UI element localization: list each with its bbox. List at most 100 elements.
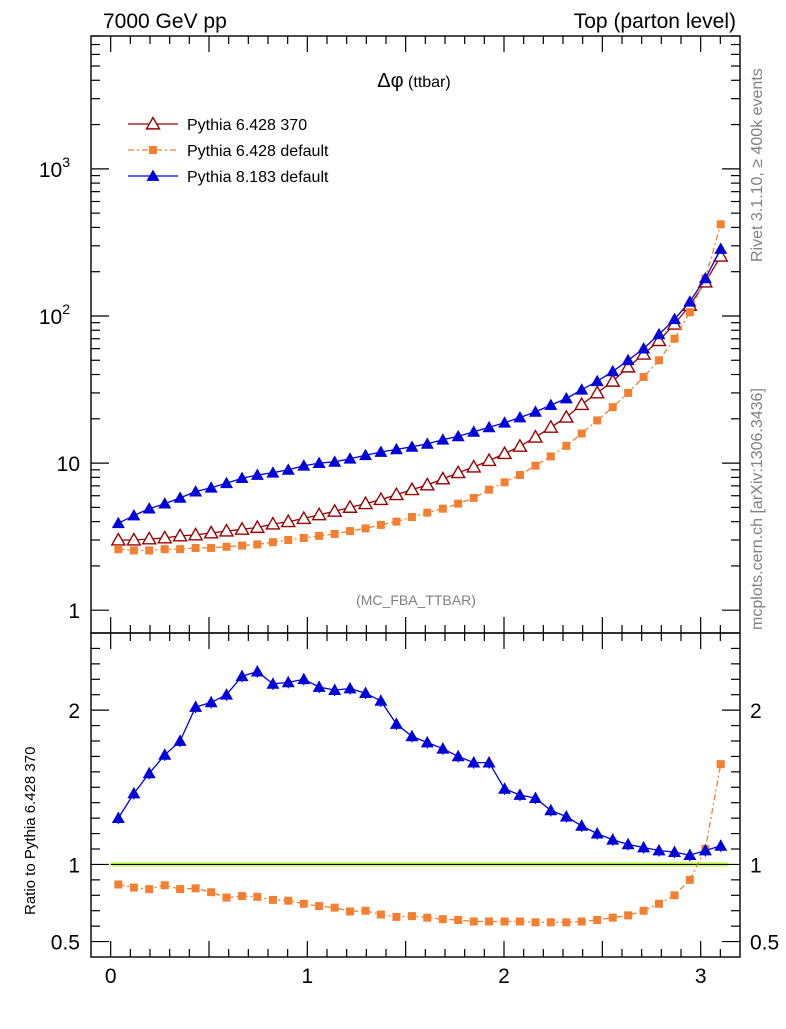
data-point <box>296 510 312 525</box>
series-1 <box>114 220 725 555</box>
data-point <box>438 504 447 513</box>
data-point <box>573 396 590 411</box>
ratio-series-group <box>111 665 728 927</box>
data-point <box>222 542 231 551</box>
header-right: Top (parton level) <box>574 10 736 33</box>
y-tick-exponent: 2 <box>62 301 70 317</box>
data-point <box>268 895 277 904</box>
data-point <box>160 881 169 890</box>
data-point <box>481 452 497 467</box>
data-point <box>637 342 651 354</box>
data-point <box>546 918 555 927</box>
data-point <box>207 888 216 897</box>
analysis-label: (MC_FBA_TTBAR) <box>356 592 476 608</box>
data-point <box>559 391 573 404</box>
data-point <box>157 530 173 544</box>
data-point <box>110 532 127 546</box>
data-point <box>575 383 589 395</box>
header-left: 7000 GeV pp <box>103 10 227 33</box>
data-point <box>145 546 154 555</box>
x-tick-label: 3 <box>695 965 707 988</box>
data-point <box>253 540 262 549</box>
data-point <box>357 495 374 510</box>
mcplots-label: mcplots.cern.ch [arXiv:1306.3436] <box>749 388 766 630</box>
data-point <box>297 459 311 471</box>
data-point <box>608 913 617 922</box>
ratio-y-tick-label-left: 2 <box>68 700 80 723</box>
y-tick-label: 10 <box>57 453 80 476</box>
data-point <box>374 445 388 457</box>
data-point <box>343 452 357 464</box>
data-point <box>531 918 540 927</box>
data-point <box>207 543 216 552</box>
data-point <box>114 880 123 889</box>
data-point <box>389 442 403 455</box>
data-point <box>253 892 262 901</box>
data-point <box>126 532 142 546</box>
data-point <box>392 517 401 526</box>
data-point <box>218 523 235 537</box>
legend-marker <box>146 169 160 181</box>
data-point <box>605 373 621 387</box>
data-point <box>235 471 249 484</box>
ratio-ylabel: Ratio to Pythia 6.428 370 <box>22 747 39 915</box>
data-point <box>577 429 586 438</box>
data-point <box>127 509 141 521</box>
data-point <box>373 491 389 506</box>
data-point <box>423 508 432 517</box>
series-2 <box>111 242 728 529</box>
data-point <box>624 388 633 397</box>
data-point <box>512 438 528 452</box>
data-point <box>268 538 277 547</box>
data-point <box>419 477 436 491</box>
data-point <box>145 885 154 894</box>
data-point <box>315 902 324 911</box>
data-point <box>436 433 450 445</box>
data-point <box>250 468 264 480</box>
data-point <box>220 476 234 489</box>
data-point <box>204 481 218 493</box>
series-line <box>118 224 722 552</box>
data-point <box>469 493 478 502</box>
data-point <box>330 903 339 912</box>
data-point <box>466 459 482 473</box>
data-point <box>158 497 172 509</box>
data-point <box>189 485 203 497</box>
data-point <box>203 525 219 539</box>
data-point <box>160 545 169 554</box>
data-point <box>496 445 513 460</box>
data-point <box>346 527 355 536</box>
data-point <box>176 885 185 894</box>
data-point <box>142 502 156 514</box>
legend-label: Pythia 8.183 default <box>187 169 329 186</box>
ratio-y-tick-label-left: 0.5 <box>51 932 80 955</box>
data-point <box>284 896 293 905</box>
plot-title-rest: (ttbar) <box>404 74 451 91</box>
data-point <box>361 524 370 533</box>
data-point <box>238 892 247 901</box>
data-point <box>577 917 586 926</box>
data-point <box>500 478 509 487</box>
data-point <box>299 533 308 542</box>
legend-label: Pythia 6.428 370 <box>187 117 307 134</box>
main-series-group <box>110 220 729 555</box>
data-point <box>187 526 204 541</box>
data-point <box>173 491 187 503</box>
data-point <box>359 448 373 461</box>
data-point <box>330 529 339 538</box>
data-point <box>342 499 358 513</box>
data-point <box>562 441 571 450</box>
data-point <box>284 536 293 545</box>
data-point <box>544 398 558 410</box>
plot-title-symbol: Δφ <box>377 70 403 92</box>
data-point <box>527 429 544 443</box>
data-point <box>652 327 666 340</box>
series-line <box>118 763 722 923</box>
ratio-axis-ticks: 0 1 2 3 0.5 0.5 1 1 2 2 <box>51 633 779 988</box>
legend-entry: Pythia 6.428 default <box>128 143 329 160</box>
data-point <box>191 884 200 893</box>
data-point <box>716 220 725 229</box>
data-point <box>388 486 405 501</box>
main-axis-ticks: 1 10 102 103 <box>39 35 740 633</box>
data-point <box>558 409 575 423</box>
